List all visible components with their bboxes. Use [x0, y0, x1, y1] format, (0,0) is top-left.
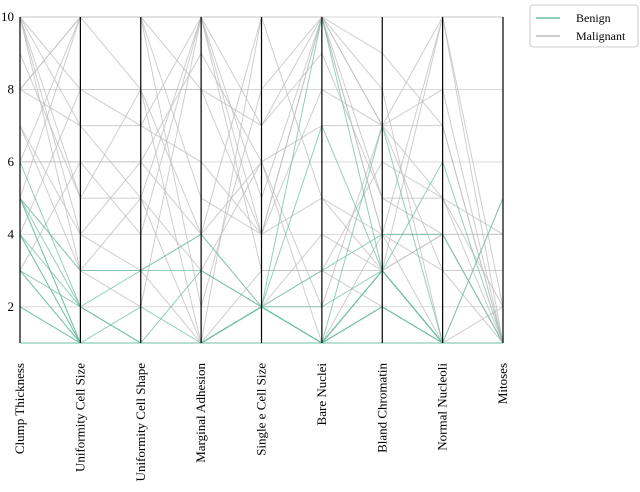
x-tick-label: Marginal Adhesion	[193, 363, 208, 463]
x-tick-label: Clump Thickness	[12, 363, 27, 454]
x-tick-label: Single e Cell Size	[254, 363, 269, 456]
x-tick-label: Mitoses	[495, 363, 510, 404]
y-tick-label: 2	[8, 299, 15, 314]
x-tick-label: Normal Nucleoli	[435, 363, 450, 451]
labels: 2 4 6 8 10 Clump Thickness Uniformity Cell Siz…	[1, 9, 510, 481]
x-tick-label: Uniformity Cell Shape	[133, 363, 148, 482]
x-tick-label: Bland Chromatin	[374, 363, 389, 453]
y-tick-label: 6	[8, 154, 15, 169]
legend-label: Malignant	[576, 29, 626, 43]
x-tick-label: Uniformity Cell Size	[72, 363, 87, 472]
x-tick-label: Bare Nuclei	[314, 363, 329, 426]
y-tick-label: 4	[8, 226, 15, 241]
axes	[19, 17, 504, 343]
legend: Benign Malignant	[529, 4, 639, 48]
y-tick-label: 8	[8, 81, 15, 96]
y-tick-label: 10	[1, 9, 14, 24]
legend-label: Benign	[576, 11, 611, 25]
